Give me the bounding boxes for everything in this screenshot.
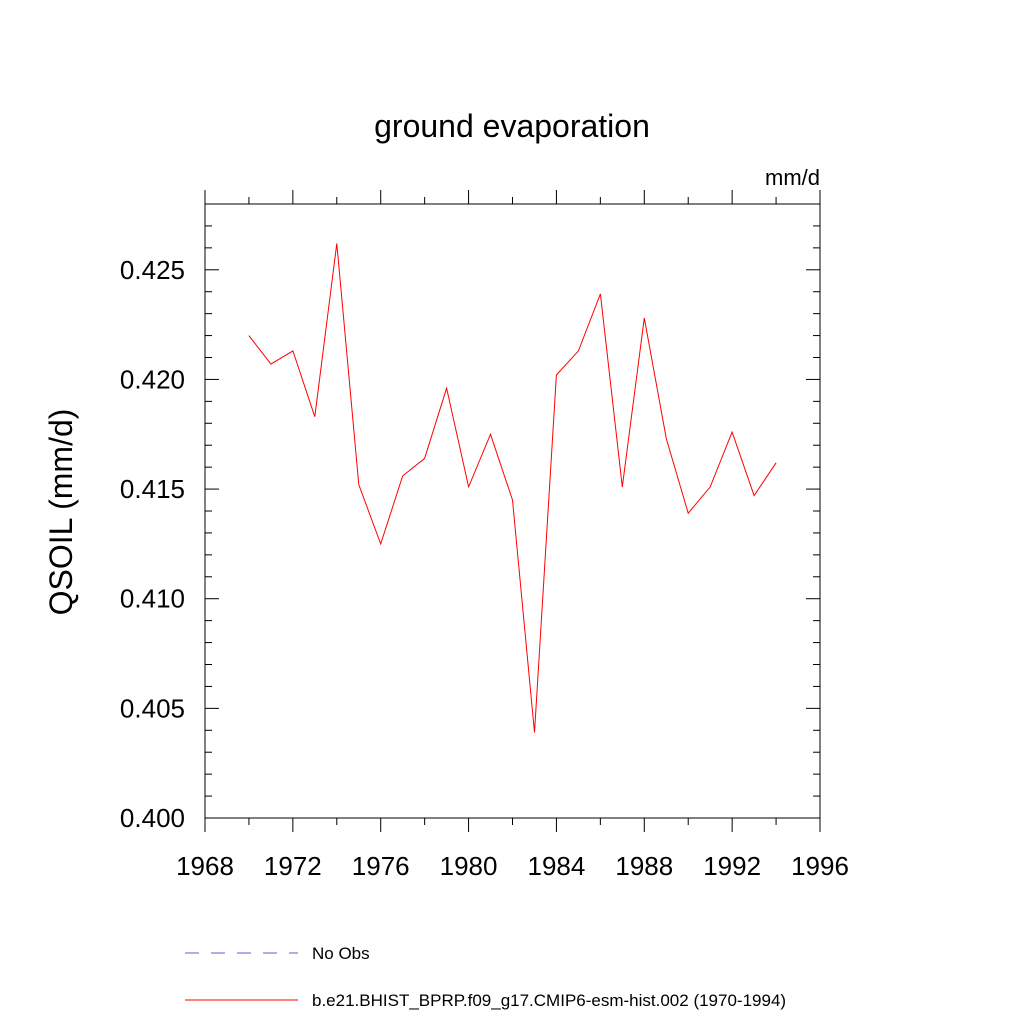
x-tick-label: 1984 bbox=[528, 851, 586, 881]
axis-ticks bbox=[204, 190, 821, 832]
plot-frame bbox=[204, 203, 821, 819]
x-tick-label: 1988 bbox=[615, 851, 673, 881]
units-label: mm/d bbox=[765, 165, 820, 190]
chart-title: ground evaporation bbox=[374, 108, 650, 144]
legend-label: b.e21.BHIST_BPRP.f09_g17.CMIP6-esm-hist.… bbox=[312, 991, 786, 1010]
y-tick-label: 0.420 bbox=[120, 364, 185, 394]
series-lines bbox=[248, 243, 777, 733]
series-line bbox=[248, 243, 777, 733]
y-tick-label: 0.405 bbox=[120, 693, 185, 723]
y-tick-label: 0.410 bbox=[120, 584, 185, 614]
y-tick-label: 0.425 bbox=[120, 255, 185, 285]
y-axis-label: QSOIL (mm/d) bbox=[43, 409, 79, 616]
x-tick-label: 1992 bbox=[703, 851, 761, 881]
x-tick-label: 1996 bbox=[791, 851, 849, 881]
legend: No Obs b.e21.BHIST_BPRP.f09_g17.CMIP6-esm… bbox=[185, 944, 786, 1010]
x-tick-label: 1980 bbox=[440, 851, 498, 881]
x-tick-label: 1976 bbox=[352, 851, 410, 881]
x-tick-label: 1972 bbox=[264, 851, 322, 881]
x-tick-label: 1968 bbox=[176, 851, 234, 881]
y-tick-label: 0.415 bbox=[120, 474, 185, 504]
legend-label: No Obs bbox=[312, 944, 370, 963]
tick-labels: 1968 1972 1976 1980 1984 1988 1992 1996 0.400 0.4… bbox=[120, 255, 849, 881]
y-tick-label: 0.400 bbox=[120, 803, 185, 833]
